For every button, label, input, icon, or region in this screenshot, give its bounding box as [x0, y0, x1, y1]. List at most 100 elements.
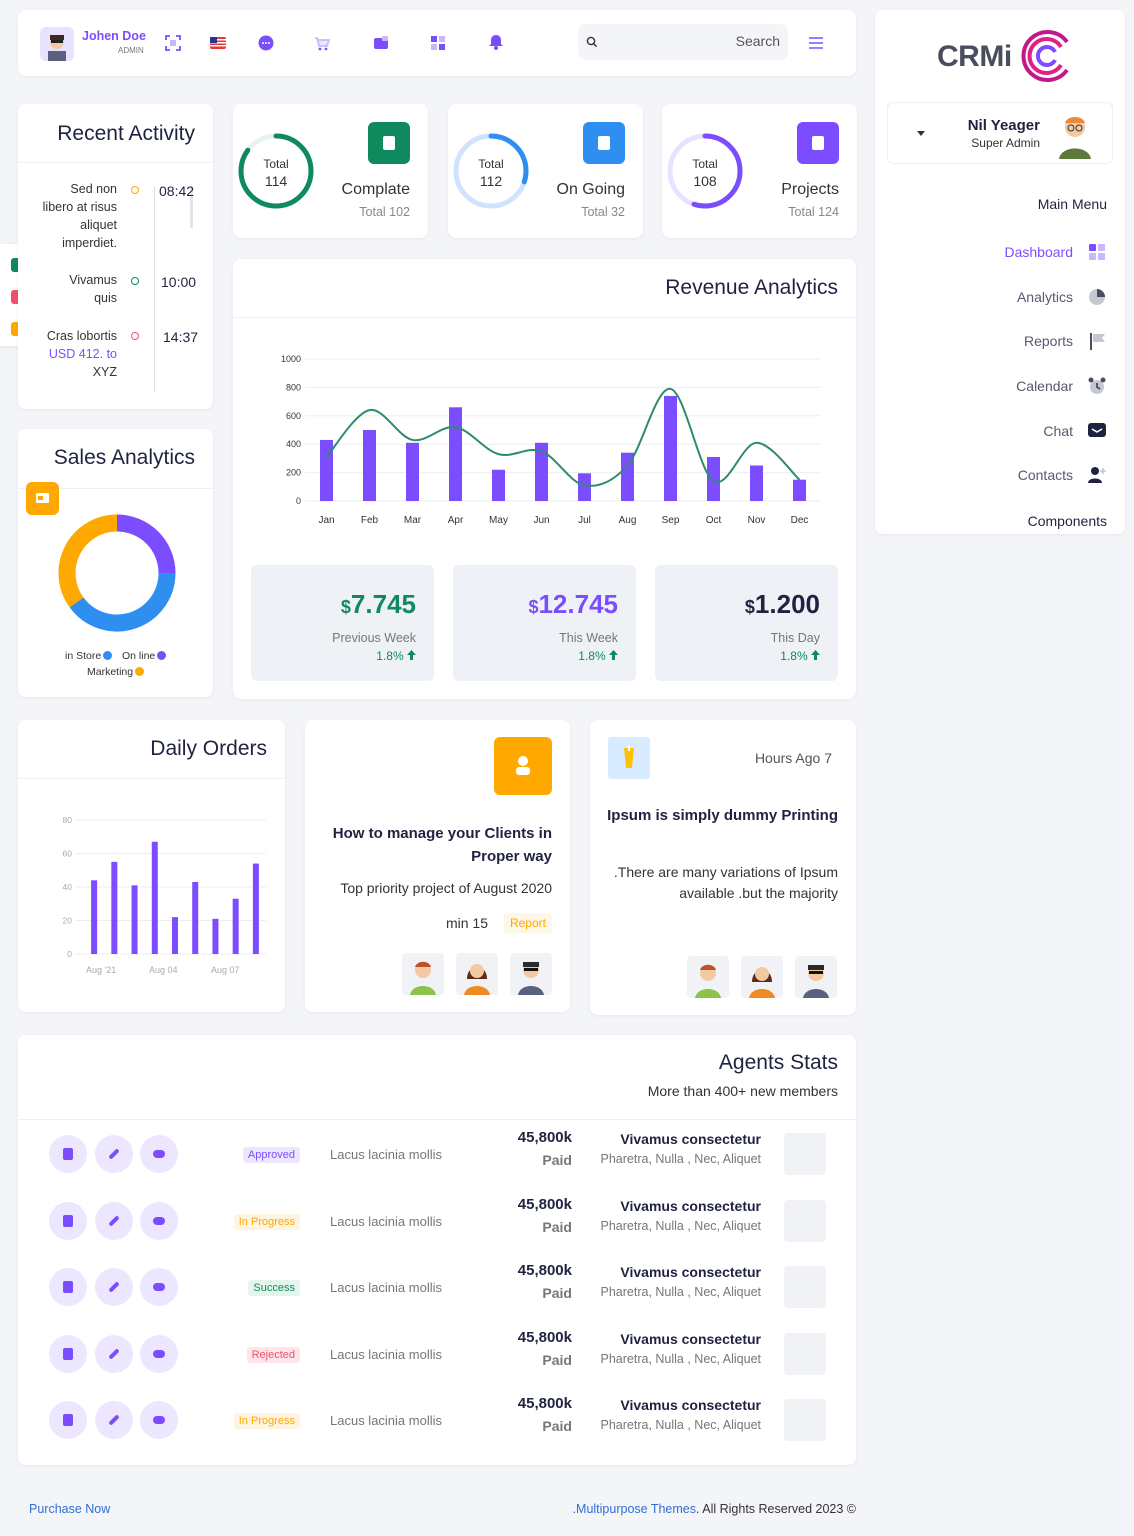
status-badge: Approved [242, 1147, 300, 1163]
palette-icon[interactable] [784, 1332, 826, 1375]
stat-tile[interactable] [368, 122, 410, 164]
sales-tile[interactable] [26, 482, 59, 515]
delete-button[interactable] [49, 1268, 87, 1306]
search-input[interactable] [630, 33, 780, 49]
edit-button[interactable] [95, 1268, 133, 1306]
profile-avatar [1059, 117, 1091, 159]
sidebar-item-components[interactable]: Components [1027, 513, 1107, 529]
delete-button[interactable] [49, 1401, 87, 1439]
logo[interactable]: CRMi [937, 28, 1077, 88]
row-name: Vivamus consectetur Pharetra, Nulla , Nec… [600, 1264, 762, 1299]
stat-total: Total 102 [359, 205, 410, 219]
purchase-link[interactable]: Purchase Now [29, 1502, 111, 1516]
x-tick-label: Nov [748, 515, 766, 526]
kpi-amount: $12.745 [528, 589, 618, 619]
kpi-period: Previous Week [332, 631, 416, 645]
arrow-up-icon [609, 650, 618, 660]
report-badge[interactable]: Report [503, 913, 552, 933]
bar-sep [664, 395, 677, 501]
drink-icon [624, 745, 634, 768]
gears-icon [598, 136, 610, 150]
revenue-analytics-card: Revenue Analytics 0 200 400 600 800 1000 Jan Fe… [233, 259, 856, 699]
daily-orders-chart: 0 20 40 60 80 Aug '21 Aug 04 Aug 07 [63, 815, 266, 975]
drink-tile[interactable] [608, 737, 650, 779]
ring-label: Total 112 [478, 157, 504, 189]
profile-name: Nil Yeager [967, 117, 1040, 134]
paint-icon[interactable] [784, 1133, 826, 1175]
edit-button[interactable] [95, 1201, 133, 1240]
stat-card-projects: Total 108 Projects Total 124 [662, 104, 857, 238]
ipsum-card: Hours Ago 7 Ipsum is simply dummy Printi… [590, 720, 856, 1015]
layout-icon[interactable] [430, 35, 446, 51]
avatar[interactable] [402, 953, 444, 995]
hamburger-menu-icon[interactable] [809, 36, 825, 50]
expand-icon[interactable] [165, 35, 181, 51]
delete-button[interactable] [49, 1334, 87, 1373]
team-avatars [402, 953, 552, 995]
sidebar-item-chat[interactable]: Chat [1043, 421, 1107, 441]
row-desc: Lacus lacinia mollis [330, 1147, 442, 1162]
sidebar-item-label: Dashboard [1004, 244, 1074, 260]
trophy-icon [383, 136, 395, 150]
chat-bubble-icon[interactable] [258, 35, 274, 51]
legend-marketing: Marketing [87, 666, 145, 678]
status-badge: Rejected [246, 1346, 300, 1363]
bar [232, 898, 239, 954]
row-amount: 45,800k Paid [517, 1129, 572, 1168]
toggle-button[interactable] [140, 1401, 178, 1439]
sidebar-item-analytics[interactable]: Analytics [1017, 287, 1107, 307]
slice-on-line [116, 514, 176, 574]
kpi-period: This Day [770, 631, 820, 645]
toggle-button[interactable] [140, 1135, 178, 1173]
user-tile[interactable] [494, 737, 552, 795]
stat-tile[interactable] [583, 122, 625, 164]
daily-orders-card: Daily Orders 0 20 40 60 80 Aug '21 Aug 04 Aug 0… [18, 720, 285, 1012]
row-desc: Lacus lacinia mollis [330, 1280, 442, 1295]
stat-total: Total 124 [788, 205, 839, 219]
gear-check-icon[interactable] [784, 1266, 826, 1308]
chevron-down-icon[interactable] [917, 131, 925, 136]
sidebar-item-reports[interactable]: Reports [1024, 331, 1107, 351]
activity-item-text: Cras lobortis USD 412. to XYZ [46, 329, 117, 379]
progress-ring [238, 133, 314, 209]
y-tick-label: 200 [286, 468, 301, 478]
scrollbar[interactable] [190, 186, 193, 228]
edit-button[interactable] [95, 1135, 133, 1173]
row-amount: 45,800k Paid [517, 1262, 572, 1301]
avatar[interactable] [510, 953, 552, 995]
manage-clients-card: How to manage your Clients in Proper way… [305, 720, 570, 1012]
delete-button[interactable] [49, 1201, 87, 1240]
avatar[interactable] [741, 956, 783, 998]
sidebar-item-calendar[interactable]: Calendar [1016, 376, 1107, 396]
flag-us-icon[interactable] [210, 35, 226, 51]
avatar[interactable] [795, 956, 837, 998]
bar-jan [320, 439, 333, 501]
activity-item-text: Vivamus quis [69, 273, 117, 305]
profile-card[interactable]: Nil Yeager Super Admin [887, 102, 1113, 164]
search-icon[interactable] [586, 36, 598, 48]
sidebar-item-dashboard[interactable]: Dashboard [1005, 242, 1108, 262]
user-avatar[interactable] [40, 27, 74, 61]
edit-button[interactable] [95, 1334, 133, 1373]
toggle-button[interactable] [140, 1268, 178, 1306]
slice-marketing [58, 514, 118, 608]
themes-link[interactable]: .Multipurpose Themes [572, 1502, 696, 1516]
stat-tile[interactable] [797, 122, 839, 164]
manage-title: How to manage your Clients in Proper way [332, 825, 552, 865]
y-tick-label: 0 [296, 496, 301, 506]
folder-icon[interactable] [373, 35, 389, 51]
cart-icon[interactable] [314, 35, 330, 51]
delete-button[interactable] [49, 1135, 87, 1173]
toggle-button[interactable] [140, 1201, 178, 1240]
bell-icon[interactable] [488, 34, 504, 50]
toggle-button[interactable] [140, 1334, 178, 1373]
x-tick-label: Aug [619, 515, 637, 526]
avatar[interactable] [456, 953, 498, 995]
sidebar-item-contacts[interactable]: Contacts [1018, 465, 1107, 485]
user-name: Johen Doe [82, 29, 146, 43]
row-name: Vivamus consectetur Pharetra, Nulla , Nec… [600, 1397, 762, 1432]
trophy-icon[interactable] [784, 1399, 826, 1441]
gear-icon[interactable] [784, 1199, 826, 1242]
avatar[interactable] [687, 956, 729, 998]
edit-button[interactable] [95, 1401, 133, 1439]
